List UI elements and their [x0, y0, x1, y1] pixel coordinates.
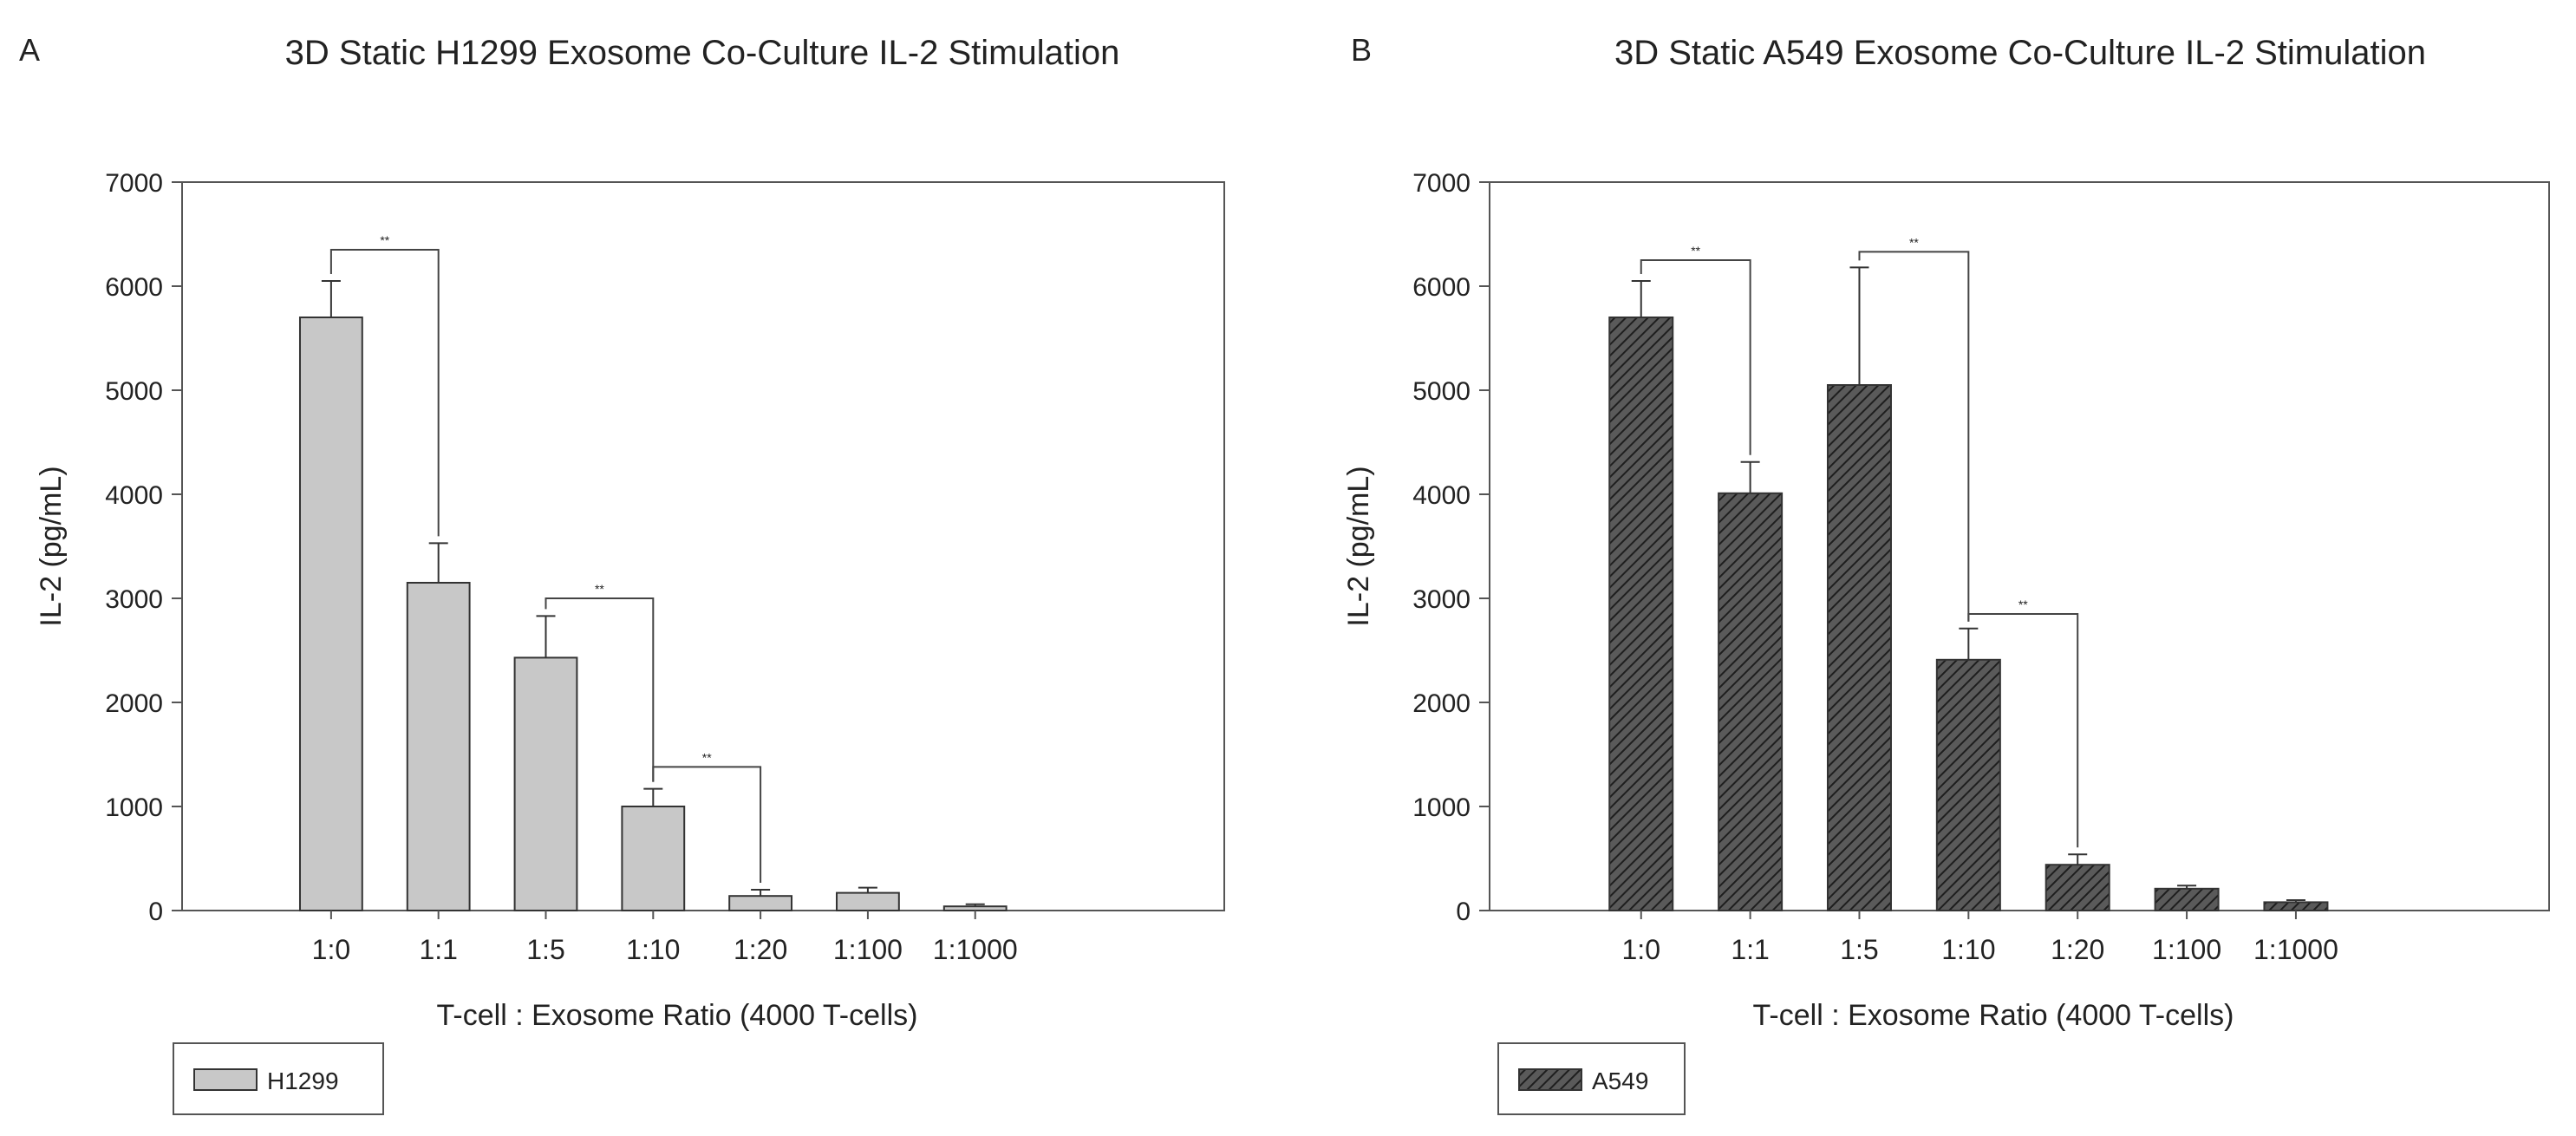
x-tick-label: 1:0 — [312, 934, 350, 965]
legend-swatch — [1518, 1068, 1582, 1091]
significance-bracket — [545, 597, 655, 782]
significance-bracket — [652, 766, 762, 883]
significance-bracket — [329, 249, 440, 537]
bar — [1935, 658, 2001, 911]
bar — [2044, 864, 2110, 912]
y-tick-label: 3000 — [105, 585, 163, 614]
bar — [1608, 317, 1674, 911]
panel-label: B — [1351, 32, 1372, 68]
bar — [298, 317, 363, 911]
legend-swatch — [193, 1068, 258, 1091]
significance-label: ** — [1691, 244, 1700, 258]
bar — [1718, 492, 1784, 911]
plot-frame — [1489, 181, 2550, 911]
y-tick-label: 5000 — [105, 377, 163, 406]
y-tick-label: 6000 — [105, 273, 163, 302]
significance-label: ** — [595, 582, 604, 596]
bar — [1826, 384, 1892, 911]
significance-label: ** — [380, 233, 389, 247]
bar — [406, 582, 471, 911]
significance-bracket — [1967, 613, 2079, 848]
x-tick-label: 1:10 — [1941, 934, 1995, 965]
significance-label: ** — [2018, 597, 2028, 611]
y-tick-label: 0 — [148, 898, 163, 926]
bar — [836, 891, 900, 911]
x-tick-label: 1:0 — [1622, 934, 1660, 965]
bar — [513, 656, 578, 912]
y-tick-label: 5000 — [1412, 377, 1471, 406]
y-tick-label: 6000 — [1412, 273, 1471, 302]
x-tick-label: 1:20 — [734, 934, 787, 965]
significance-label: ** — [702, 750, 712, 764]
x-tick-label: 1:1000 — [2253, 934, 2338, 965]
y-axis-label: IL-2 (pg/mL) — [1342, 466, 1375, 626]
y-tick-label: 2000 — [1412, 689, 1471, 718]
panel-a: A 3D Static H1299 Exosome Co-Culture IL-2… — [19, 32, 1225, 1115]
bar — [728, 895, 793, 911]
plot-frame — [181, 181, 1225, 911]
bar — [2154, 887, 2220, 912]
x-axis-label: T-cell : Exosome Ratio (4000 T-cells) — [437, 999, 918, 1032]
x-tick-label: 1:100 — [2152, 934, 2221, 965]
significance-label: ** — [1909, 235, 1919, 249]
x-tick-label: 1:5 — [526, 934, 564, 965]
y-tick-label: 7000 — [105, 169, 163, 198]
y-tick-label: 3000 — [1412, 585, 1471, 614]
bar — [942, 905, 1008, 911]
x-axis-label: T-cell : Exosome Ratio (4000 T-cells) — [1753, 999, 2234, 1032]
x-tick-label: 1:100 — [833, 934, 903, 965]
legend-label: A549 — [1592, 1067, 1648, 1094]
y-tick-label: 7000 — [1412, 169, 1471, 198]
significance-bracket — [1858, 251, 1970, 622]
bar — [621, 806, 686, 911]
chart-title: 3D Static H1299 Exosome Co-Culture IL-2 … — [285, 34, 1120, 72]
x-tick-label: 1:10 — [626, 934, 680, 965]
legend-label: H1299 — [267, 1067, 339, 1094]
y-tick-label: 0 — [1456, 898, 1471, 926]
y-tick-label: 4000 — [105, 481, 163, 510]
significance-bracket — [1640, 259, 1751, 455]
y-tick-label: 1000 — [1412, 793, 1471, 822]
panel-b: B 3D Static A549 Exosome Co-Culture IL-2 … — [1342, 32, 2550, 1115]
x-tick-label: 1:5 — [1840, 934, 1878, 965]
bar — [2263, 901, 2329, 912]
y-tick-label: 1000 — [105, 793, 163, 822]
x-tick-label: 1:1000 — [933, 934, 1018, 965]
chart-title: 3D Static A549 Exosome Co-Culture IL-2 S… — [1614, 34, 2426, 72]
y-tick-label: 2000 — [105, 689, 163, 718]
y-axis-label: IL-2 (pg/mL) — [35, 466, 68, 626]
x-tick-label: 1:1 — [419, 934, 457, 965]
panel-label: A — [19, 32, 40, 68]
y-tick-label: 4000 — [1412, 481, 1471, 510]
x-tick-label: 1:1 — [1731, 934, 1769, 965]
x-tick-label: 1:20 — [2051, 934, 2104, 965]
